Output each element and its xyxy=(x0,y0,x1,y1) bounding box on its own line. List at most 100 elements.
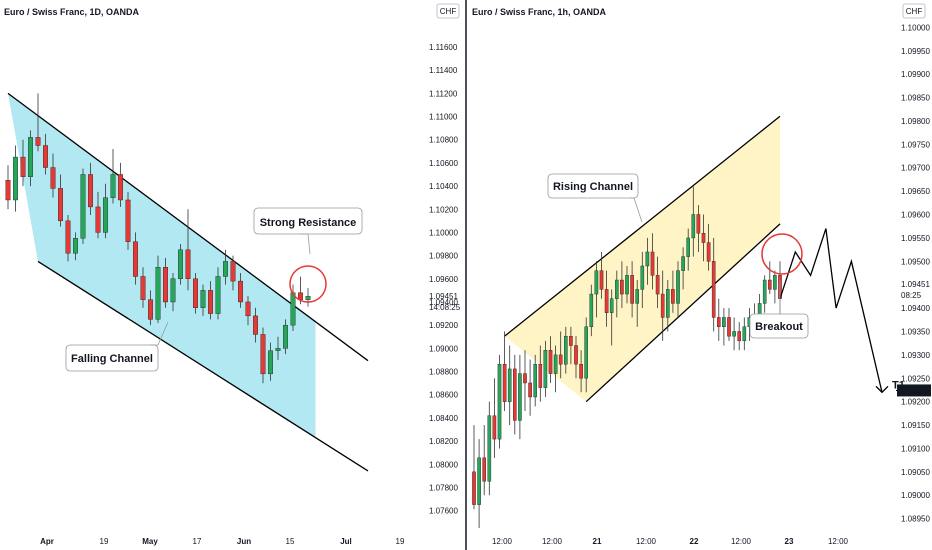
candle-body xyxy=(28,137,33,177)
candle-body xyxy=(564,335,568,365)
y-tick-label: 1.11000 xyxy=(429,113,458,122)
candle-body xyxy=(558,354,563,365)
x-tick-label: 12:00 xyxy=(731,537,752,546)
y-tick-label: 1.09050 xyxy=(901,468,930,477)
candle-body xyxy=(178,249,183,279)
currency-badge[interactable] xyxy=(902,3,926,19)
annotation-falling-channel: Falling Channel xyxy=(71,353,153,365)
x-tick-label: 19 xyxy=(100,537,109,546)
y-tick-label: 1.09600 xyxy=(901,211,930,220)
candle-body xyxy=(655,275,660,295)
candle-body xyxy=(88,174,93,208)
annotation-strong-resistance: Strong Resistance xyxy=(260,217,357,229)
y-tick-label: 1.08000 xyxy=(429,460,458,469)
x-tick-label: 23 xyxy=(785,537,794,546)
y-tick-label: 1.08800 xyxy=(429,368,458,377)
y-tick-label: 1.09550 xyxy=(901,234,930,243)
candle-body xyxy=(548,350,553,374)
y-tick-label: 1.08950 xyxy=(901,515,930,524)
chart-panel-1: T1Euro / Swiss Franc, 1h, OANDACHF1.1000… xyxy=(472,3,931,546)
y-tick-label: 1.09350 xyxy=(901,327,930,336)
candle-body xyxy=(230,261,236,282)
y-tick-label: 1.09850 xyxy=(901,94,930,103)
candle-body xyxy=(298,292,303,300)
y-tick-label: 1.09000 xyxy=(429,344,458,353)
candle-body xyxy=(533,364,537,398)
candle-body xyxy=(223,261,228,277)
y-tick-label: 1.08600 xyxy=(429,391,458,400)
channel-lower-line xyxy=(37,260,369,472)
candle-body xyxy=(507,368,512,402)
candle-body xyxy=(253,315,258,335)
y-tick-label: 1.07800 xyxy=(429,483,458,492)
y-tick-label: 1.09750 xyxy=(901,140,930,149)
countdown-label: 08:25 xyxy=(901,291,922,300)
candle-body xyxy=(620,279,624,295)
candle-body xyxy=(666,289,670,318)
projection-path xyxy=(779,228,883,393)
x-tick-label: 17 xyxy=(193,537,202,546)
candle-body xyxy=(742,326,747,342)
y-tick-label: 1.09650 xyxy=(901,187,930,196)
candle-body xyxy=(650,251,655,276)
y-tick-label: 1.09200 xyxy=(429,321,458,330)
candle-body xyxy=(630,275,634,304)
countdown-label: 14:08:25 xyxy=(429,303,461,312)
candle-body xyxy=(155,267,161,320)
annotation-box xyxy=(547,173,639,199)
channel-lower-line xyxy=(585,223,781,403)
candle-body xyxy=(717,317,721,328)
y-tick-label: 1.09250 xyxy=(901,374,930,383)
y-tick-label: 1.08400 xyxy=(429,414,458,423)
annotation-rising-channel: Rising Channel xyxy=(553,181,633,193)
candle-body xyxy=(696,214,701,234)
candle-body xyxy=(681,256,685,271)
candle-body xyxy=(609,298,614,313)
candle-body xyxy=(574,345,578,365)
y-tick-label: 1.09900 xyxy=(901,70,930,79)
breakout-circle xyxy=(761,233,803,275)
candle-body xyxy=(645,251,650,267)
y-tick-label: 1.09000 xyxy=(901,491,930,500)
candle-body xyxy=(80,174,86,239)
currency-badge-label: CHF xyxy=(906,7,923,16)
annotation-pointer xyxy=(300,233,311,255)
current-price-label: 1.09451 xyxy=(901,280,930,289)
candle-body xyxy=(58,188,63,222)
candle-body xyxy=(268,350,273,375)
y-tick-label: 1.09300 xyxy=(901,351,930,360)
x-tick-label: Jun xyxy=(237,537,251,546)
candle-body xyxy=(706,242,711,262)
y-tick-label: 1.09700 xyxy=(901,164,930,173)
candle-body xyxy=(538,364,543,388)
x-tick-label: 19 xyxy=(396,537,405,546)
annotation-breakout: Breakout xyxy=(755,321,803,333)
candle-body xyxy=(701,233,706,243)
x-tick-label: 12:00 xyxy=(828,537,849,546)
x-tick-label: Jul xyxy=(340,537,352,546)
target-price-box xyxy=(897,384,931,397)
candle-body xyxy=(528,382,532,398)
y-tick-label: 1.10000 xyxy=(429,228,458,237)
resistance-circle xyxy=(289,265,327,303)
candle-body xyxy=(492,415,497,440)
y-tick-label: 1.11600 xyxy=(429,43,458,52)
candle-body xyxy=(245,301,251,317)
candle-body xyxy=(472,471,476,505)
candle-body xyxy=(676,270,680,304)
candle-body xyxy=(671,289,675,304)
currency-badge-label: CHF xyxy=(440,7,457,16)
candle-body xyxy=(43,145,48,168)
candle-body xyxy=(133,241,138,277)
candle-body xyxy=(579,364,583,379)
candle-body xyxy=(686,237,690,257)
candle-body xyxy=(727,317,731,337)
y-tick-label: 1.09950 xyxy=(901,47,930,56)
y-tick-label: 1.10400 xyxy=(429,182,458,191)
candle-body xyxy=(660,293,665,318)
y-tick-label: 1.09800 xyxy=(901,117,930,126)
currency-badge[interactable] xyxy=(436,3,460,19)
chart-panel-0: Euro / Swiss Franc, 1D, OANDA CHF 1.11600 1… xyxy=(4,3,461,546)
x-tick-label: 22 xyxy=(690,537,699,546)
